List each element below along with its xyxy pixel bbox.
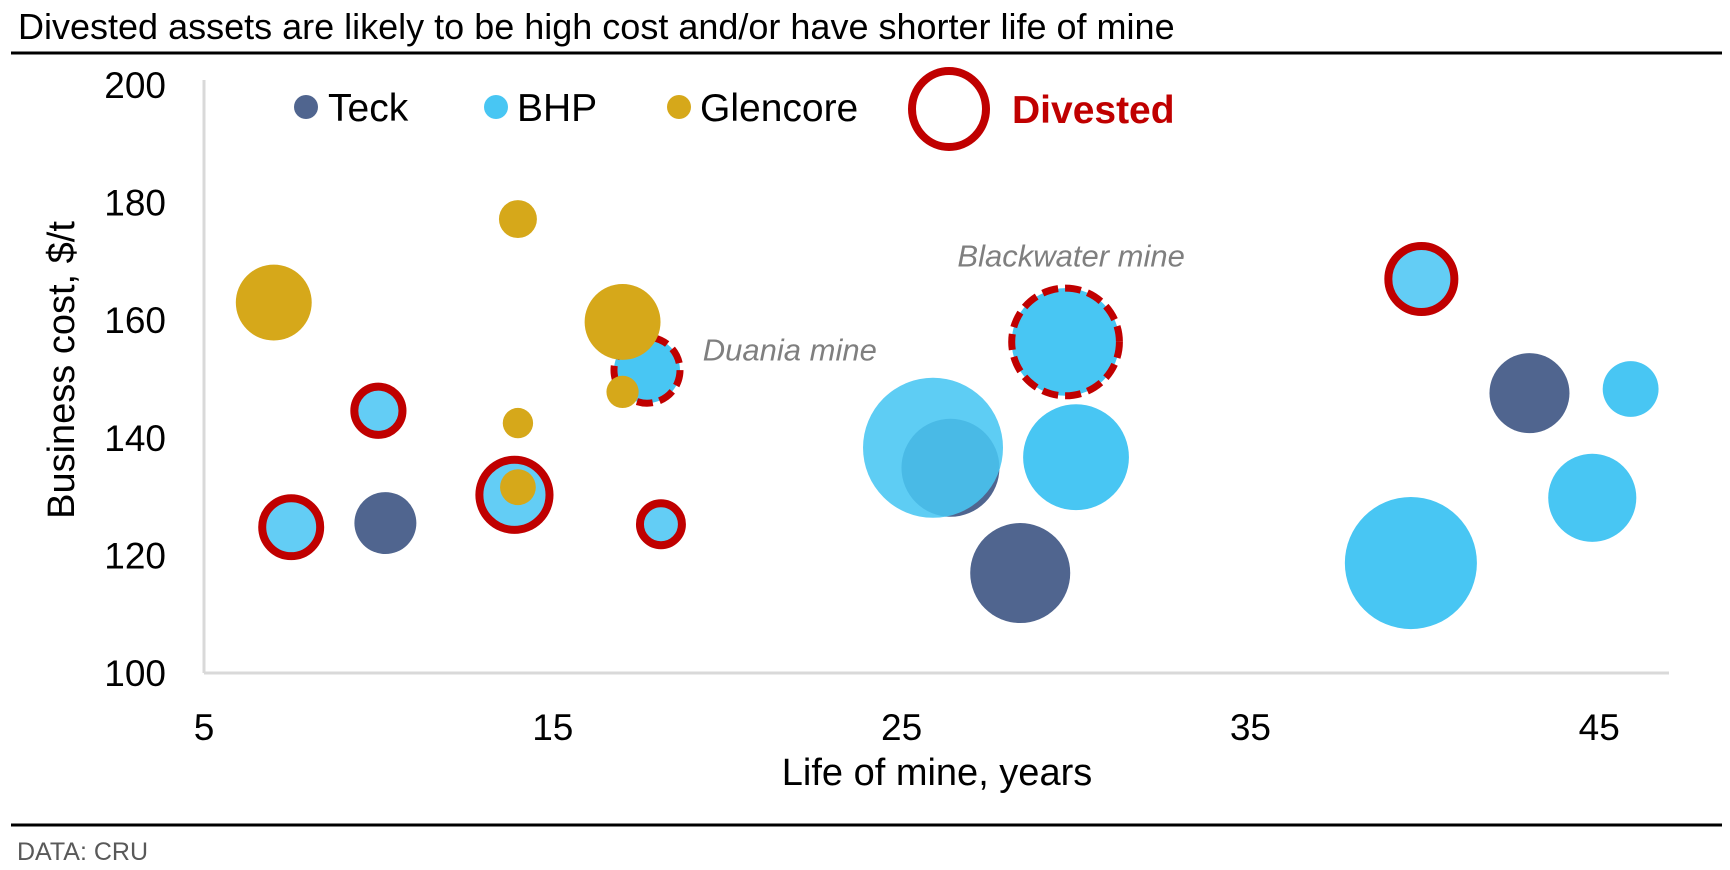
legend-teck-marker xyxy=(294,95,318,119)
x-tick-label: 5 xyxy=(194,707,215,748)
bhp-bubble-divested xyxy=(635,499,686,550)
x-tick-label: 45 xyxy=(1579,707,1620,748)
glencore-bubble xyxy=(606,375,639,409)
legend-teck-label: Teck xyxy=(328,87,409,130)
x-tick-label: 15 xyxy=(532,707,573,748)
teck-bubble xyxy=(970,523,1071,624)
x-tick-labels: 5 15 25 35 45 xyxy=(194,707,1620,748)
glencore-bubble xyxy=(235,264,312,341)
bhp-bubble-divested xyxy=(1008,284,1123,400)
axes: 100 120 140 160 180 200 5 15 25 35 45 Life of min… xyxy=(41,65,1669,794)
legend-glencore-label: Glencore xyxy=(700,87,858,130)
annotation-label: Duania mine xyxy=(703,333,877,368)
glencore-bubble xyxy=(498,200,537,239)
y-tick-label: 180 xyxy=(104,183,166,224)
y-tick-label: 100 xyxy=(104,653,166,694)
bubbles xyxy=(235,200,1659,630)
bhp-bubble xyxy=(1602,361,1659,417)
glencore-bubble xyxy=(584,284,661,360)
bhp-bubble xyxy=(863,377,1004,518)
teck-bubble xyxy=(1489,353,1570,434)
bhp-bubble-divested xyxy=(258,494,325,561)
glencore-bubble xyxy=(500,469,536,506)
bhp-bubble xyxy=(1548,453,1637,542)
glencore-bubble xyxy=(502,407,534,439)
annotation-label: Blackwater mine xyxy=(957,239,1184,274)
y-tick-labels: 100 120 140 160 180 200 xyxy=(104,65,166,694)
y-tick-label: 200 xyxy=(104,65,166,106)
bhp-bubble-divested xyxy=(1384,242,1459,317)
y-tick-label: 120 xyxy=(104,535,166,576)
legend-divested-label: Divested xyxy=(1012,89,1175,132)
legend-divested-marker xyxy=(908,67,990,151)
x-tick-label: 25 xyxy=(881,707,922,748)
y-tick-label: 160 xyxy=(104,300,166,341)
y-axis-title: Business cost, $/t xyxy=(41,221,83,519)
bhp-bubble-divested xyxy=(350,382,407,439)
bhp-bubble xyxy=(1023,404,1129,511)
legend-bhp-label: BHP xyxy=(517,87,597,130)
source-note: DATA: CRU xyxy=(17,838,148,866)
legend-bhp-marker xyxy=(484,95,508,119)
legend: Teck BHP Glencore Divested xyxy=(294,67,1175,151)
bhp-bubble xyxy=(1344,497,1477,630)
x-axis-title: Life of mine, years xyxy=(782,752,1092,794)
x-tick-label: 35 xyxy=(1230,707,1271,748)
chart-title: Divested assets are likely to be high co… xyxy=(18,6,1175,47)
y-tick-label: 140 xyxy=(104,418,166,459)
teck-bubble xyxy=(354,492,417,555)
annotations: Duania mine Blackwater mine xyxy=(703,239,1185,368)
legend-glencore-marker xyxy=(667,95,691,119)
